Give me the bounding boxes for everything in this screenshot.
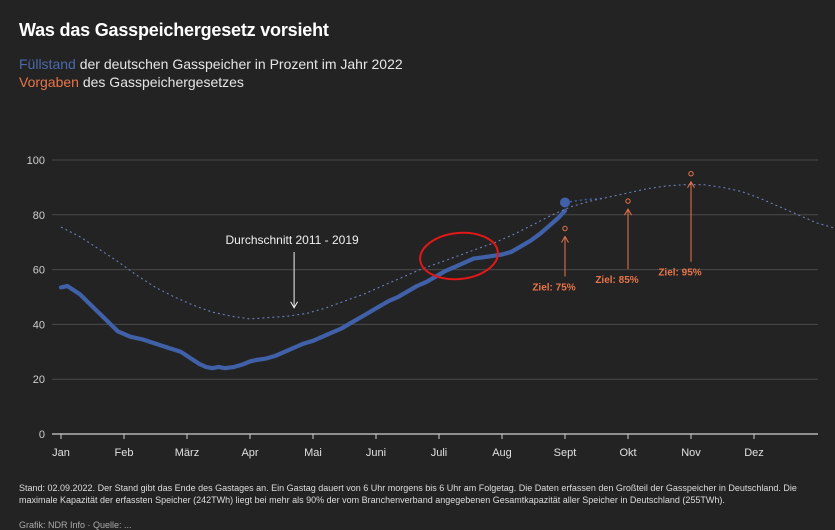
y-tick-label-0: 0 (39, 429, 45, 441)
x-tick-label-mai: Mai (304, 447, 322, 459)
series-line-average (60, 184, 835, 320)
target-arrowhead-85 (624, 208, 632, 216)
x-tick-label-juli: Juli (431, 447, 448, 459)
x-tick-label-sept: Sept (554, 447, 577, 459)
x-tick-label-jan: Jan (52, 447, 70, 459)
x-tick-label-nov: Nov (681, 447, 701, 459)
x-tick-label-feb: Feb (115, 447, 134, 459)
highlight-circle (419, 231, 499, 281)
target-arrowhead-75 (561, 235, 569, 243)
subtitle-fill-level: Füllstand der deutschen Gasspeicher in P… (19, 56, 403, 72)
y-tick-label-40: 40 (33, 319, 45, 331)
y-axis-labels: 0 20 40 60 80 100 (27, 155, 45, 441)
series-line-continuation (564, 197, 603, 204)
annotation-average-label: Durchschnitt 2011 - 2019 (225, 233, 359, 247)
credit: Grafik: NDR Info · Quelle: ... (19, 520, 132, 530)
y-tick-label-100: 100 (27, 155, 45, 167)
current-point-marker (560, 197, 570, 208)
series-group (58, 184, 835, 371)
y-tick-label-80: 80 (33, 210, 45, 222)
y-tick-label-20: 20 (33, 374, 45, 386)
chart-title: Was das Gasspeichergesetz vorsieht (19, 20, 329, 40)
target-marker-85 (625, 198, 631, 204)
x-tick-label-dez: Dez (744, 447, 764, 459)
annotation-group: Durchschnitt 2011 - 2019 (225, 231, 499, 309)
target-label-95: Ziel: 95% (658, 268, 701, 279)
y-tick-label-60: 60 (33, 265, 45, 277)
subtitle-fill-level-text: der deutschen Gasspeicher in Prozent im … (75, 56, 403, 72)
x-tick-label-okt: Okt (619, 447, 636, 459)
chart-area: 0 20 40 60 80 100 Jan Feb März Apr Mai Juni Juli Aug… (27, 155, 835, 459)
target-marker-95 (688, 171, 694, 177)
legend-fill-level: Füllstand (19, 56, 76, 72)
x-tick-label-juni: Juni (366, 447, 386, 459)
targets-group: Ziel: 75% Ziel: 85% Ziel: 95% (532, 171, 702, 294)
x-tick-label-apr: Apr (241, 447, 258, 459)
target-label-85: Ziel: 85% (595, 275, 638, 286)
legend-targets: Vorgaben (19, 74, 79, 90)
footnote: Stand: 02.09.2022. Der Stand gibt das En… (19, 483, 797, 505)
x-axis: Jan Feb März Apr Mai Juni Juli Aug Sept Okt Nov Dez (52, 433, 818, 459)
gridlines (52, 159, 818, 380)
x-tick-label-aug: Aug (492, 447, 512, 459)
series-line-fill-level (58, 208, 568, 371)
target-label-75: Ziel: 75% (532, 283, 575, 294)
target-arrowhead-95 (687, 180, 695, 188)
x-tick-label-märz: März (175, 447, 199, 459)
annotation-average-arrowhead (290, 301, 299, 309)
target-marker-75 (562, 225, 568, 232)
subtitle-targets-text: des Gasspeichergesetzes (78, 74, 244, 90)
subtitle-targets: Vorgaben des Gasspeichergesetzes (19, 74, 244, 90)
